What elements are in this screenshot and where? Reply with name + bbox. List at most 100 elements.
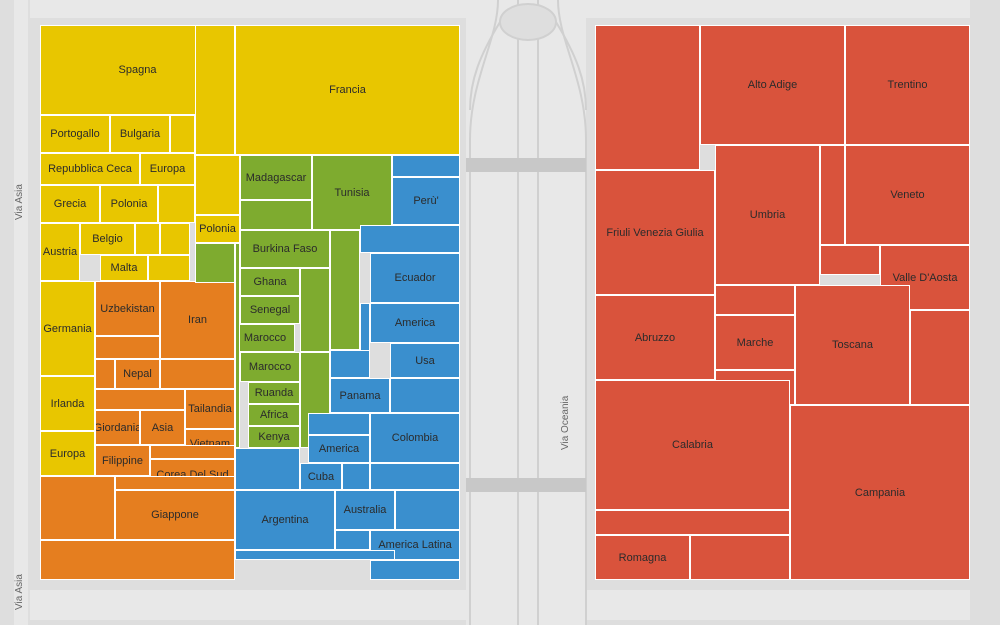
- treemap-cell[interactable]: Irlanda: [40, 376, 95, 431]
- treemap-cell[interactable]: Germania: [40, 281, 95, 376]
- treemap-cell[interactable]: Trentino: [845, 25, 970, 145]
- treemap-cell[interactable]: Colombia: [370, 413, 460, 463]
- treemap-cell[interactable]: Marocco: [240, 352, 300, 382]
- treemap-cell[interactable]: Europa: [140, 153, 195, 185]
- treemap-cell[interactable]: [135, 223, 160, 255]
- treemap-cell[interactable]: Veneto: [845, 145, 970, 245]
- treemap-cell[interactable]: [595, 510, 790, 535]
- treemap-cell[interactable]: Uzbekistan: [95, 281, 160, 336]
- treemap-cell[interactable]: Repubblica Ceca: [40, 153, 140, 185]
- treemap-cell[interactable]: Abruzzo: [595, 295, 715, 380]
- treemap-cell[interactable]: Grecia: [40, 185, 100, 223]
- treemap-cell[interactable]: [195, 25, 235, 155]
- treemap-cell[interactable]: Africa: [248, 404, 300, 426]
- treemap-cell[interactable]: Campania: [790, 405, 970, 580]
- treemap-cell[interactable]: [240, 200, 312, 230]
- treemap-cell[interactable]: [390, 378, 460, 413]
- treemap-cell-label: Marocco: [244, 332, 286, 344]
- treemap-cell[interactable]: Filippine: [95, 445, 150, 476]
- treemap-cell[interactable]: [95, 359, 115, 389]
- treemap-cell[interactable]: Ghana: [240, 268, 300, 296]
- treemap-cell[interactable]: [690, 535, 790, 580]
- treemap-cell[interactable]: [235, 243, 240, 448]
- treemap-cell-label: Campania: [855, 487, 905, 499]
- treemap-cell[interactable]: Calabria: [595, 380, 790, 510]
- treemap-cell[interactable]: Cuba: [300, 463, 342, 490]
- treemap-cell[interactable]: [40, 476, 115, 540]
- treemap-cell-label: Tailandia: [188, 403, 231, 415]
- treemap-cell-label: Belgio: [92, 233, 123, 245]
- treemap-cell-label: Iran: [188, 314, 207, 326]
- treemap-cell[interactable]: America: [370, 303, 460, 343]
- treemap-cell[interactable]: [235, 448, 300, 490]
- treemap-cell[interactable]: Polonia: [100, 185, 158, 223]
- treemap-cell[interactable]: [300, 268, 330, 352]
- treemap-cell[interactable]: [330, 350, 370, 378]
- treemap-cell[interactable]: [595, 25, 700, 170]
- treemap-cell[interactable]: [342, 463, 370, 490]
- treemap-cell[interactable]: [195, 155, 240, 215]
- treemap-cell[interactable]: America: [308, 435, 370, 463]
- treemap-cell[interactable]: Francia: [235, 25, 460, 155]
- treemap-cell[interactable]: [158, 185, 195, 223]
- treemap-cell[interactable]: Europa: [40, 431, 95, 476]
- treemap-cell[interactable]: [335, 530, 370, 550]
- treemap-cell[interactable]: Perù': [392, 177, 460, 225]
- treemap-cell[interactable]: Umbria: [715, 145, 820, 285]
- treemap-cell[interactable]: Toscana: [795, 285, 910, 405]
- treemap-cell[interactable]: Tunisia: [312, 155, 392, 230]
- treemap-cell[interactable]: Madagascar: [240, 155, 312, 200]
- treemap-cell[interactable]: Iran: [160, 281, 235, 359]
- treemap-cell[interactable]: Portogallo: [40, 115, 110, 153]
- treemap-cell[interactable]: Tailandia: [185, 389, 235, 429]
- treemap-cell[interactable]: Panama: [330, 378, 390, 413]
- treemap-cell-label: Alto Adige: [748, 79, 798, 91]
- treemap-cell[interactable]: [148, 255, 190, 281]
- treemap-cell[interactable]: Malta: [100, 255, 148, 281]
- treemap-cell[interactable]: [195, 243, 235, 283]
- treemap-cell[interactable]: Ruanda: [248, 382, 300, 404]
- treemap-cell[interactable]: [308, 413, 370, 435]
- treemap-cell[interactable]: [160, 359, 235, 389]
- treemap-cell[interactable]: [235, 550, 395, 560]
- treemap-cell[interactable]: Senegal: [240, 296, 300, 324]
- treemap-cell[interactable]: Giappone: [115, 490, 235, 540]
- treemap-cell[interactable]: [115, 476, 235, 490]
- treemap-cell[interactable]: [160, 223, 190, 255]
- treemap-cell[interactable]: Marche: [715, 315, 795, 370]
- treemap-cell[interactable]: Belgio: [80, 223, 135, 255]
- treemap-cell[interactable]: [370, 463, 460, 490]
- treemap-cell[interactable]: [820, 245, 880, 275]
- treemap-cell[interactable]: [95, 389, 185, 410]
- treemap-cell[interactable]: Romagna: [595, 535, 690, 580]
- treemap-cell[interactable]: Marocco: [235, 324, 295, 352]
- treemap-cell[interactable]: [170, 115, 195, 153]
- treemap-cell[interactable]: Alto Adige: [700, 25, 845, 145]
- treemap-cell-label: Irlanda: [51, 398, 85, 410]
- treemap-cell[interactable]: Bulgaria: [110, 115, 170, 153]
- treemap-cell[interactable]: [820, 145, 845, 245]
- treemap-cell[interactable]: Asia: [140, 410, 185, 445]
- treemap-cell[interactable]: Burkina Faso: [240, 230, 330, 268]
- treemap-cell[interactable]: Friuli Venezia Giulia: [595, 170, 715, 295]
- treemap-cell[interactable]: Kenya: [248, 426, 300, 448]
- treemap-cell[interactable]: Argentina: [235, 490, 335, 550]
- treemap-cell[interactable]: Polonia: [195, 215, 240, 243]
- treemap-cell[interactable]: Ecuador: [370, 253, 460, 303]
- treemap-cell[interactable]: [95, 336, 160, 359]
- treemap-cell[interactable]: Australia: [335, 490, 395, 530]
- treemap-cell[interactable]: Usa: [390, 343, 460, 378]
- treemap-cell[interactable]: [150, 445, 235, 459]
- treemap-cell[interactable]: Giordania: [95, 410, 140, 445]
- treemap-cell[interactable]: [395, 490, 460, 530]
- treemap-cell[interactable]: Nepal: [115, 359, 160, 389]
- treemap-cell[interactable]: [360, 225, 460, 253]
- treemap-cell[interactable]: [40, 540, 235, 580]
- treemap-cell[interactable]: [715, 285, 795, 315]
- treemap-cell[interactable]: Austria: [40, 223, 80, 281]
- treemap-cell[interactable]: [910, 310, 970, 405]
- treemap-cell[interactable]: [330, 230, 360, 350]
- treemap-cell[interactable]: [370, 560, 460, 580]
- treemap-cell-label: Bulgaria: [120, 128, 160, 140]
- treemap-cell[interactable]: [392, 155, 460, 177]
